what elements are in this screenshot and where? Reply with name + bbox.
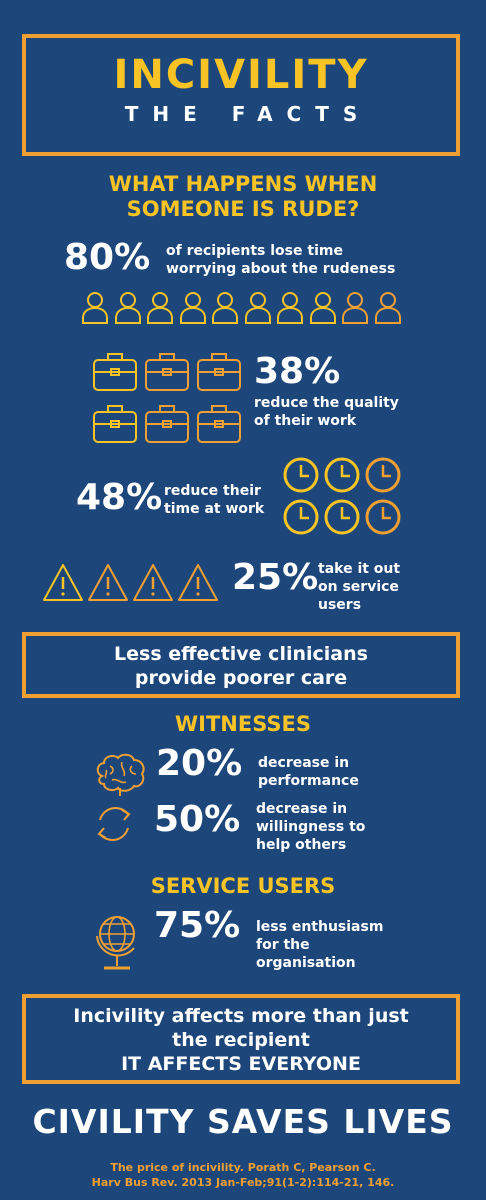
stat-25-line3: users: [318, 597, 362, 613]
stat-25-line2: on service: [318, 579, 399, 595]
clock-icon: [282, 456, 320, 494]
people-row: [80, 290, 410, 326]
reference-line1: The price of incivility. Porath C, Pears…: [110, 1161, 376, 1174]
message-2-line1: Incivility affects more than just: [73, 1005, 409, 1027]
briefcase-icon: [92, 402, 138, 444]
warning-triangle-icon: [132, 562, 174, 604]
stat-80-desc: of recipients lose time worrying about t…: [166, 242, 395, 278]
stat-20-line1: decrease in: [258, 755, 350, 771]
person-icon: [243, 290, 273, 326]
section-heading-line1: WHAT HAPPENS WHEN: [108, 172, 378, 196]
stat-48-value: 48%: [76, 477, 163, 518]
stat-75-value: 75%: [154, 905, 241, 946]
message-2-line3: IT AFFECTS EVERYONE: [121, 1053, 361, 1075]
stat-80-value: 80%: [64, 237, 151, 278]
witnesses-heading: WITNESSES: [175, 712, 311, 736]
stat-25-line1: take it out: [318, 561, 401, 577]
stat-75-desc: less enthusiasm for the organisation: [256, 918, 383, 972]
stat-75-line1: less enthusiasm: [256, 919, 384, 935]
stat-50-line1: decrease in: [256, 801, 348, 817]
cycle-arrows-icon: [92, 802, 136, 846]
clock-icon: [364, 498, 402, 536]
stat-80-line2: worrying about the rudeness: [166, 261, 396, 277]
stat-25-desc: take it out on service users: [318, 560, 400, 614]
stat-38-value: 38%: [254, 351, 341, 392]
stat-20-desc: decrease in performance: [258, 754, 359, 790]
person-icon: [80, 290, 110, 326]
stat-38-line1: reduce the quality: [254, 395, 399, 411]
person-icon: [210, 290, 240, 326]
clock-icon: [323, 456, 361, 494]
briefcase-icon: [92, 350, 138, 392]
clock-icon: [323, 498, 361, 536]
stat-38-desc: reduce the quality of their work: [254, 394, 399, 430]
stat-50-value: 50%: [154, 799, 241, 840]
stat-20-line2: performance: [258, 773, 359, 789]
person-icon: [178, 290, 208, 326]
reference-line2: Harv Bus Rev. 2013 Jan-Feb;91(1-2):114-2…: [91, 1176, 395, 1189]
person-icon: [340, 290, 370, 326]
reference: The price of incivility. Porath C, Pears…: [0, 1160, 486, 1190]
stat-50-desc: decrease in willingness to help others: [256, 800, 365, 854]
clock-icon: [282, 498, 320, 536]
briefcase-icon: [196, 350, 242, 392]
civility-saves-lives: CIVILITY SAVES LIVES: [32, 1102, 454, 1141]
message-2-line2: the recipient: [172, 1029, 310, 1051]
section-heading: WHAT HAPPENS WHEN SOMEONE IS RUDE?: [0, 172, 486, 222]
stat-48-desc: reduce their time at work: [164, 482, 264, 518]
warning-triangle-icon: [177, 562, 219, 604]
briefcase-icon: [196, 402, 242, 444]
stat-80-line1: of recipients lose time: [166, 243, 343, 259]
stat-75-line3: organisation: [256, 955, 356, 971]
person-icon: [145, 290, 175, 326]
person-icon: [113, 290, 143, 326]
stat-75-line2: for the: [256, 937, 310, 953]
warning-triangle-icon: [42, 562, 84, 604]
title-sub: THE FACTS: [124, 102, 372, 126]
globe-icon: [94, 910, 140, 974]
message-1-line1: Less effective clinicians: [114, 643, 368, 665]
person-icon: [373, 290, 403, 326]
stat-50-line3: help others: [256, 837, 347, 853]
stat-50-line2: willingness to: [256, 819, 366, 835]
stat-25-value: 25%: [232, 557, 319, 598]
warning-triangle-icon: [87, 562, 129, 604]
person-icon: [275, 290, 305, 326]
clock-icon: [364, 456, 402, 494]
clock-grid: [282, 456, 402, 536]
title-main: INCIVILITY: [113, 52, 369, 98]
stat-48-line1: reduce their: [164, 483, 261, 499]
service-users-heading: SERVICE USERS: [150, 874, 336, 898]
section-heading-line2: SOMEONE IS RUDE?: [126, 197, 360, 221]
message-1-line2: provide poorer care: [134, 667, 348, 689]
brain-icon: [92, 752, 148, 796]
briefcase-icon: [144, 402, 190, 444]
warning-row: [42, 562, 222, 604]
message-box-1: Less effective clinicians provide poorer…: [22, 632, 460, 698]
person-icon: [308, 290, 338, 326]
stat-20-value: 20%: [156, 743, 243, 784]
stat-38-line2: of their work: [254, 413, 357, 429]
stat-48-line2: time at work: [164, 501, 265, 517]
message-box-2: Incivility affects more than just the re…: [22, 994, 460, 1084]
briefcase-icon: [144, 350, 190, 392]
briefcase-grid: [92, 350, 252, 446]
title-box: INCIVILITY THE FACTS: [22, 34, 460, 156]
